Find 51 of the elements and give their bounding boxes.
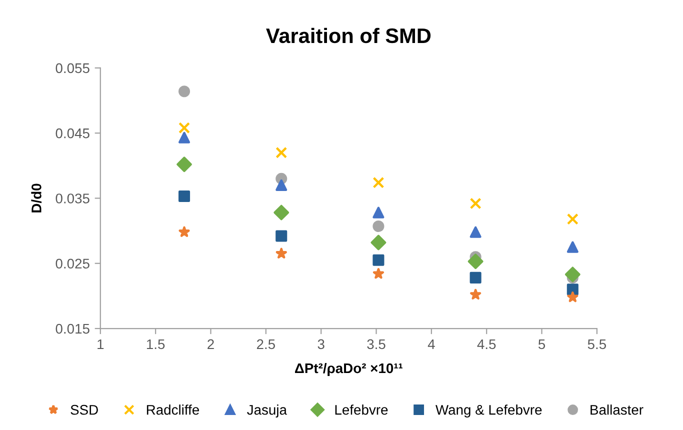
legend-label: Radcliffe [146, 404, 199, 415]
legend-label: Ballaster [590, 404, 644, 415]
x-tick-label: 5 [538, 339, 546, 350]
y-tick-label: 0.045 [56, 128, 90, 138]
point [468, 254, 484, 270]
y-tick-label: 0.055 [56, 63, 90, 74]
x-tick-label: 3.5 [367, 339, 386, 350]
point [178, 190, 190, 202]
point [470, 198, 482, 210]
chart-title: Varaition of SMD [266, 28, 431, 44]
y-tick-label: 0.015 [56, 324, 90, 334]
point [567, 291, 578, 302]
legend-label: Jasuja [247, 404, 287, 418]
point [276, 179, 288, 191]
point [470, 226, 482, 238]
x-tick-label: 2 [208, 339, 214, 349]
x-tick-label: 4.5 [477, 339, 496, 350]
legend-label: SSD [70, 404, 98, 415]
y-axis-title: D/d0 [31, 184, 42, 212]
point [372, 176, 384, 188]
point [566, 284, 578, 296]
point [176, 156, 192, 172]
point [372, 206, 384, 218]
x-tick-label: 4 [428, 339, 435, 349]
point [178, 122, 190, 134]
point [566, 213, 578, 225]
point [276, 146, 288, 158]
point [372, 268, 384, 279]
point [372, 220, 384, 232]
x-tick-label: 1 [98, 339, 104, 349]
point [274, 204, 290, 220]
point [178, 86, 190, 98]
point [276, 230, 288, 242]
x-tick-label: 3 [318, 339, 324, 350]
point [178, 226, 190, 237]
legend-label: Lefebvre [335, 404, 388, 415]
point [566, 241, 578, 253]
x-axis-title: ΔPt²/ρaDo² ×10¹¹ [294, 362, 402, 376]
point [564, 266, 580, 282]
legend-label: Wang & Lefebvre [436, 404, 542, 418]
point [276, 248, 287, 258]
point [470, 288, 482, 300]
y-tick-label: 0.035 [56, 194, 90, 204]
point [178, 132, 190, 144]
x-tick-label: 1.5 [146, 339, 165, 350]
point [370, 234, 386, 250]
y-tick-label: 0.025 [56, 258, 90, 269]
x-tick-label: 5.5 [588, 339, 606, 350]
point [470, 272, 482, 284]
point [372, 254, 384, 266]
x-tick-label: 2.5 [256, 339, 275, 350]
